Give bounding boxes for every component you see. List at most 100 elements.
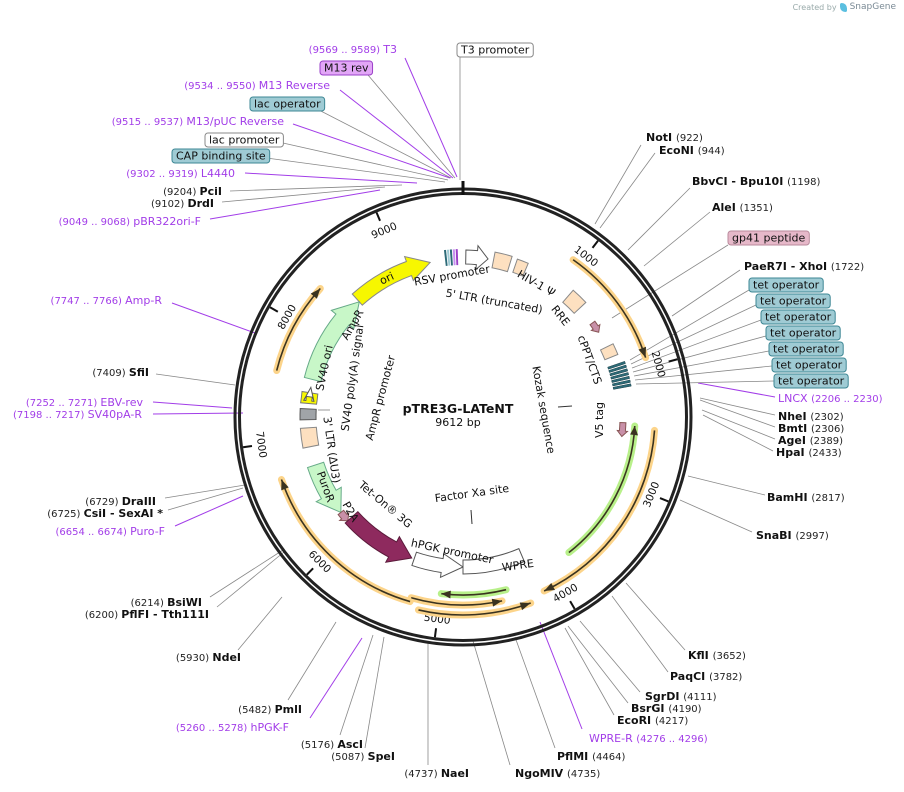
primer-name: T3 (382, 43, 397, 56)
enzyme-site-label[interactable]: KflI (3652) (688, 649, 746, 662)
enzyme-site-label[interactable]: (6214) BsiWI (131, 596, 202, 609)
enzyme-site-label[interactable]: (6729) DraIII (85, 495, 156, 508)
enzyme-site-label[interactable]: BamHI (2817) (767, 491, 845, 504)
primer-range: (9534 .. 9550) (184, 81, 259, 92)
enzyme-site-label[interactable]: (5930) NdeI (176, 651, 241, 664)
primer-label[interactable]: (7252 .. 7271) EBV-rev (26, 396, 144, 409)
enzyme-site-label[interactable]: (7409) SfiI (92, 366, 149, 379)
enzyme-site-label[interactable]: (5087) SpeI (331, 750, 395, 763)
enzyme-site-label[interactable]: PaeR7I - XhoI (1722) (744, 260, 864, 273)
enzyme-site-label[interactable]: BmtI (2306) (778, 422, 844, 435)
enzyme-site-label[interactable]: PflMI (4464) (557, 750, 625, 763)
orf-8 (273, 285, 324, 375)
feature-callout-box (249, 96, 326, 112)
primer-range: (9515 .. 9537) (112, 117, 187, 128)
primer-label[interactable]: WPRE-R (4276 .. 4296) (589, 732, 708, 745)
feature-callout[interactable]: tet operator (765, 325, 841, 341)
enzyme-site-label[interactable]: NgoMIV (4735) (515, 767, 600, 780)
feature-callout-box (771, 357, 847, 373)
enzyme-site-label[interactable]: (5482) PmlI (238, 703, 302, 716)
feature-callout[interactable]: M13 rev (319, 60, 374, 76)
feature-callout-label: M13 rev (324, 62, 369, 75)
feature-callout[interactable]: CAP binding site (171, 148, 271, 164)
enzyme-position: (1198) (787, 177, 820, 188)
orf-line (572, 259, 647, 358)
feature-callout-box (171, 148, 271, 164)
tet-operator-feature (608, 364, 627, 373)
primer-leader-line (539, 621, 583, 730)
orf-arrowhead (441, 590, 451, 599)
enzyme-position: (4735) (567, 769, 600, 780)
primer-name: M13/pUC Reverse (186, 115, 284, 128)
tick-label: 7000 (253, 431, 269, 459)
primer-label[interactable]: (9534 .. 9550) M13 Reverse (184, 79, 330, 92)
primer-label[interactable]: (5260 .. 5278) hPGK-F (176, 721, 289, 734)
enzyme-site-label[interactable]: HpaI (2433) (776, 446, 842, 459)
feature-callout[interactable]: tet operator (768, 341, 844, 357)
feature-callout[interactable]: T3 promoter (456, 42, 534, 58)
feature-callout[interactable]: lac operator (249, 96, 326, 112)
feature-callout-box (755, 293, 831, 309)
enzyme-site-label[interactable]: (9102) DrdI (151, 197, 214, 210)
feature-callout[interactable]: tet operator (771, 357, 847, 373)
enzyme-site-label[interactable]: (6725) CsiI - SexAI * (47, 507, 163, 520)
primer-label[interactable]: LNCX (2206 .. 2230) (778, 392, 883, 405)
enzyme-site-label[interactable]: (5176) AscI (301, 738, 363, 751)
3ltr-feature (299, 426, 320, 449)
enzyme-leader-line (155, 373, 236, 386)
feature-callout[interactable]: tet operator (773, 373, 849, 389)
feature-callout[interactable]: tet operator (748, 277, 824, 293)
feature-callout[interactable]: gp41 peptide (727, 230, 810, 246)
enzyme-site-label[interactable]: SgrDI (4111) (645, 690, 717, 703)
enzyme-position: (3652) (713, 651, 746, 662)
orf-3 (565, 422, 639, 557)
orf-2 (540, 426, 659, 595)
enzyme-site-label[interactable]: (4737) NaeI (404, 767, 469, 780)
feature-callout-label: CAP binding site (176, 150, 266, 163)
primer-range: (7252 .. 7271) (26, 398, 101, 409)
primer-label[interactable]: (9515 .. 9537) M13/pUC Reverse (112, 115, 284, 128)
orf-4 (437, 586, 510, 599)
enzyme-position: (4464) (592, 752, 625, 763)
feature-callout[interactable]: tet operator (760, 309, 836, 325)
feature-callout[interactable]: lac promoter (204, 132, 284, 148)
primer-leader-line (697, 382, 776, 398)
tet-operator-feature (610, 372, 630, 380)
wpre-feature (462, 547, 526, 575)
sv40-polya-feature (299, 407, 317, 421)
primer-label[interactable]: (9049 .. 9068) pBR322ori-F (59, 215, 201, 228)
feature-callout[interactable]: tet operator (755, 293, 831, 309)
primer-label[interactable]: (7198 .. 7217) SV40pA-R (13, 408, 142, 421)
tick-mark (659, 497, 669, 503)
primer-label[interactable]: (9569 .. 9589) T3 (309, 43, 397, 56)
lac-region-feature (443, 249, 448, 266)
feature-leader-line (629, 289, 750, 361)
enzyme-leader-line (167, 487, 244, 511)
primer-name: WPRE-R (589, 732, 636, 745)
enzyme-site-label[interactable]: AgeI (2389) (778, 434, 843, 447)
enzyme-site-label[interactable]: (9204) PciI (163, 185, 222, 198)
enzyme-site-label[interactable]: SnaBI (2997) (756, 529, 829, 542)
rre-feature (562, 289, 587, 315)
enzyme-site-label[interactable]: BbvCI - Bpu10I (1198) (692, 175, 820, 188)
enzyme-site-label[interactable]: PaqCI (3782) (670, 670, 742, 683)
brand-name: SnapGene (849, 2, 896, 12)
enzyme-leader-line (643, 211, 711, 267)
plasmid-size: 9612 bp (435, 416, 480, 429)
enzyme-position: (4111) (683, 692, 716, 703)
feature-leader-line (273, 140, 449, 181)
enzyme-site-label[interactable]: AleI (1351) (712, 201, 773, 214)
primer-name: Puro-F (130, 525, 165, 538)
enzyme-site-label[interactable]: NheI (2302) (778, 410, 844, 423)
enzyme-site-label[interactable]: (6200) PflFI - Tth111I (85, 608, 209, 621)
primer-label[interactable]: (7747 .. 7766) Amp-R (51, 294, 163, 307)
orf-arrowhead (630, 426, 639, 436)
enzyme-site-label[interactable]: NotI (922) (646, 131, 703, 144)
enzyme-site-label[interactable]: EcoNI (944) (659, 144, 725, 157)
enzyme-site-label[interactable]: BsrGI (4190) (631, 702, 702, 715)
primer-label[interactable]: (9302 .. 9319) L4440 (126, 167, 235, 180)
orf-line (280, 479, 411, 603)
enzyme-position: (2433) (808, 448, 841, 459)
enzyme-site-label[interactable]: EcoRI (4217) (617, 714, 688, 727)
primer-label[interactable]: (6654 .. 6674) Puro-F (55, 525, 165, 538)
